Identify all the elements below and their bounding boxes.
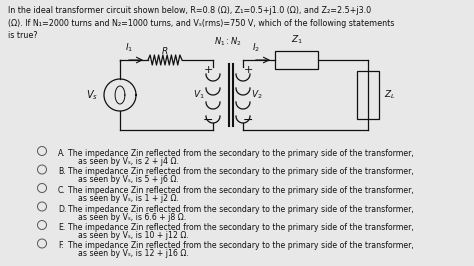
Text: In the ideal transformer circuit shown below, R=0.8 (Ω), Z₁=0.5+j1.0 (Ω), and Z₂: In the ideal transformer circuit shown b…	[8, 6, 394, 40]
Text: E.: E.	[58, 223, 65, 232]
Text: $Z_1$: $Z_1$	[291, 34, 302, 46]
Text: The impedance Zin reflected from the secondary to the primary side of the transf: The impedance Zin reflected from the sec…	[68, 242, 414, 251]
Text: +: +	[243, 65, 253, 75]
Text: The impedance Zin reflected from the secondary to the primary side of the transf: The impedance Zin reflected from the sec…	[68, 205, 414, 214]
Text: −: −	[203, 114, 213, 127]
Text: −: −	[243, 114, 253, 127]
Text: as seen by Vₛ, is 6.6 + j8 Ω.: as seen by Vₛ, is 6.6 + j8 Ω.	[68, 213, 186, 222]
Text: $I_2$: $I_2$	[252, 41, 260, 53]
Text: $N_1 : N_2$: $N_1 : N_2$	[214, 35, 242, 48]
Text: $I_1$: $I_1$	[125, 41, 133, 53]
Bar	[357, 71, 379, 119]
Text: $Z_L$: $Z_L$	[384, 89, 395, 101]
Text: C.: C.	[58, 186, 66, 195]
Text: as seen by Vₛ, is 1 + j2 Ω.: as seen by Vₛ, is 1 + j2 Ω.	[68, 194, 179, 203]
Text: $V_1$: $V_1$	[193, 89, 205, 101]
Text: The impedance Zin reflected from the secondary to the primary side of the transf: The impedance Zin reflected from the sec…	[68, 168, 414, 177]
Text: as seen by Vₛ, is 2 + j4 Ω.: as seen by Vₛ, is 2 + j4 Ω.	[68, 157, 179, 166]
Text: R: R	[162, 47, 168, 56]
Text: as seen by Vₛ, is 5 + j6 Ω.: as seen by Vₛ, is 5 + j6 Ω.	[68, 176, 179, 185]
Text: +: +	[203, 65, 213, 75]
Text: $V_2$: $V_2$	[251, 89, 263, 101]
Text: D.: D.	[58, 205, 66, 214]
Bar	[275, 51, 318, 69]
Text: B.: B.	[58, 168, 66, 177]
Text: The impedance Zin reflected from the secondary to the primary side of the transf: The impedance Zin reflected from the sec…	[68, 223, 414, 232]
Text: The impedance Zin reflected from the secondary to the primary side of the transf: The impedance Zin reflected from the sec…	[68, 186, 414, 195]
Text: F.: F.	[58, 242, 64, 251]
Text: The impedance Zin reflected from the secondary to the primary side of the transf: The impedance Zin reflected from the sec…	[68, 149, 414, 158]
Text: as seen by Vₛ, is 12 + j16 Ω.: as seen by Vₛ, is 12 + j16 Ω.	[68, 250, 189, 259]
Text: A.: A.	[58, 149, 65, 158]
Text: $V_s$: $V_s$	[86, 88, 98, 102]
Text: as seen by Vₛ, is 10 + j12 Ω.: as seen by Vₛ, is 10 + j12 Ω.	[68, 231, 189, 240]
